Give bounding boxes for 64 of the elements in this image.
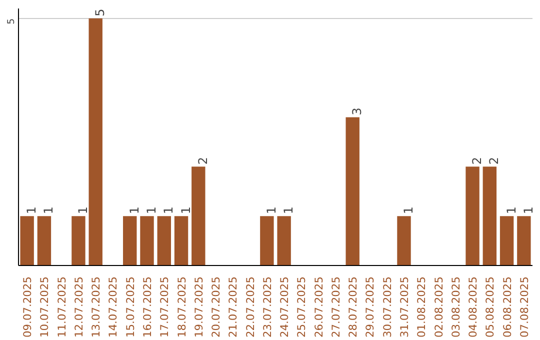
x-tick-label: 15.07.2025	[124, 276, 137, 338]
data-label: 1	[42, 206, 56, 214]
x-tick-label: 19.07.2025	[192, 276, 206, 338]
bar	[140, 216, 154, 266]
x-tick-label: 24.07.2025	[278, 276, 292, 338]
bar	[482, 166, 497, 266]
data-label: 1	[504, 206, 518, 214]
x-tick-label: 20.07.2025	[210, 276, 223, 338]
x-tick-label: 06.08.2025	[500, 276, 514, 338]
data-label: 3	[350, 108, 364, 116]
data-label: 2	[196, 157, 210, 165]
x-tick-label: 25.07.2025	[295, 276, 308, 338]
data-label: 1	[521, 206, 536, 214]
bar	[500, 216, 514, 266]
x-tick-label: 10.07.2025	[38, 276, 52, 338]
x-tick-label: 14.07.2025	[106, 276, 120, 338]
bar	[466, 166, 480, 266]
data-label: 1	[76, 206, 90, 214]
bar	[174, 216, 188, 266]
x-tick-label: 29.07.2025	[364, 276, 377, 338]
data-label: 1	[264, 206, 278, 214]
x-tick-label: 09.07.2025	[21, 276, 34, 338]
x-tick-label: 04.08.2025	[466, 276, 480, 338]
bar	[277, 216, 291, 266]
data-label: 1	[144, 206, 158, 214]
bar	[123, 216, 137, 266]
bar	[157, 216, 171, 266]
data-label: 2	[487, 157, 502, 165]
x-tick-label: 12.07.2025	[72, 276, 86, 338]
bar	[37, 216, 52, 266]
data-label: 1	[162, 206, 176, 214]
data-label: 5	[93, 8, 108, 16]
x-tick-label: 27.07.2025	[329, 276, 342, 338]
bar	[20, 216, 34, 266]
x-tick-label: 18.07.2025	[175, 276, 188, 338]
x-tick-label: 16.07.2025	[141, 276, 154, 338]
x-tick-label: 26.07.2025	[312, 276, 326, 338]
x-tick-label: 28.07.2025	[346, 276, 360, 338]
data-label: 1	[178, 206, 193, 214]
x-tick-label: 07.08.2025	[518, 276, 531, 338]
data-label: 1	[24, 206, 39, 214]
bar	[260, 216, 274, 266]
data-label: 1	[402, 206, 416, 214]
x-tick-label: 23.07.2025	[260, 276, 274, 338]
x-tick-label: 05.08.2025	[484, 276, 497, 338]
x-tick-label: 31.07.2025	[398, 276, 411, 338]
x-tick-label: 30.07.2025	[380, 276, 394, 338]
x-tick-label: 17.07.2025	[158, 276, 172, 338]
data-label: 1	[282, 206, 296, 214]
bar	[517, 216, 531, 266]
x-tick-label: 21.07.2025	[226, 276, 240, 338]
x-tick-label: 22.07.2025	[244, 276, 257, 338]
bar	[346, 117, 360, 266]
bar	[72, 216, 86, 266]
x-tick-label: 01.08.2025	[415, 276, 428, 338]
bar	[397, 216, 411, 266]
x-tick-label: 13.07.2025	[90, 276, 103, 338]
x-tick-label: 11.07.2025	[55, 276, 68, 338]
x-tick-label: 03.08.2025	[449, 276, 462, 338]
x-tick-label: 02.08.2025	[432, 276, 446, 338]
bar	[88, 18, 102, 266]
bar	[192, 166, 206, 266]
data-label: 1	[127, 206, 142, 214]
data-label: 2	[470, 157, 484, 165]
